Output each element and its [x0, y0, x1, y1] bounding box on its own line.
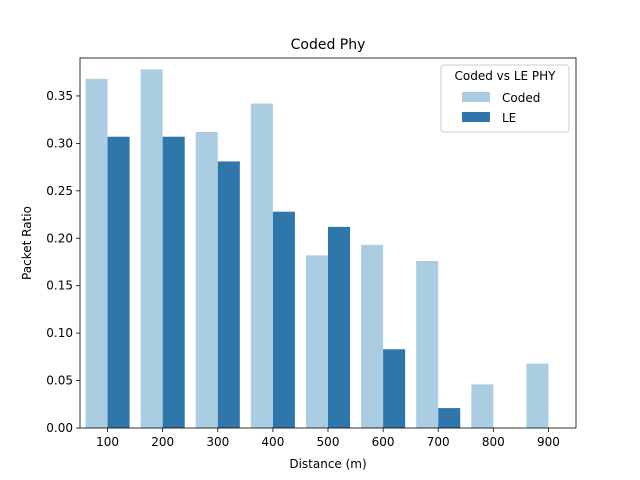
bar-le-200: [162, 136, 185, 429]
legend-swatch-le: [462, 112, 490, 122]
y-tick-label: 0.35: [46, 89, 73, 103]
legend: Coded vs LE PHY Coded LE: [440, 64, 570, 133]
bar-coded-700: [416, 261, 439, 428]
bar-coded-800: [471, 384, 494, 428]
x-tick-label: 700: [427, 435, 450, 449]
x-tick-label: 400: [261, 435, 284, 449]
legend-label-le: LE: [502, 111, 516, 125]
x-tick-label: 200: [151, 435, 174, 449]
y-tick-label: 0.10: [46, 326, 73, 340]
bar-le-700: [438, 408, 461, 428]
plot-frame: [79, 57, 577, 429]
y-tick-label: 0.00: [46, 421, 73, 435]
x-tick-label: 100: [96, 435, 119, 449]
bar-coded-600: [361, 244, 384, 428]
x-axis: 100 200 300 400 500 600 700 800 900: [96, 428, 560, 449]
x-axis-label: Distance (m): [289, 457, 366, 471]
bar-le-400: [272, 211, 295, 428]
bar-coded-300: [195, 132, 218, 428]
legend-swatch-coded: [462, 92, 490, 102]
x-tick-label: 500: [317, 435, 340, 449]
bar-le-100: [107, 136, 130, 429]
y-tick-label: 0.25: [46, 184, 73, 198]
legend-label-coded: Coded: [502, 91, 540, 105]
x-tick-label: 800: [482, 435, 505, 449]
chart-title: Coded Phy: [291, 37, 366, 53]
bars: [85, 69, 549, 429]
bar-coded-100: [85, 78, 108, 429]
bar-coded-500: [305, 255, 328, 428]
y-tick-label: 0.15: [46, 279, 73, 293]
bar-coded-900: [526, 363, 549, 428]
y-axis-label: Packet Ratio: [20, 206, 34, 280]
x-tick-label: 600: [372, 435, 395, 449]
y-tick-label: 0.05: [46, 374, 73, 388]
bar-le-500: [328, 226, 351, 428]
bar-coded-200: [140, 69, 163, 428]
y-tick-label: 0.30: [46, 136, 73, 150]
bar-le-600: [383, 349, 406, 428]
y-tick-label: 0.20: [46, 231, 73, 245]
bar-coded-400: [250, 103, 273, 428]
bar-le-300: [217, 161, 240, 428]
x-tick-label: 900: [537, 435, 560, 449]
legend-title: Coded vs LE PHY: [455, 69, 557, 83]
y-axis: 0.00 0.05 0.10 0.15 0.20 0.25 0.30 0.35: [46, 89, 80, 435]
x-tick-label: 300: [206, 435, 229, 449]
